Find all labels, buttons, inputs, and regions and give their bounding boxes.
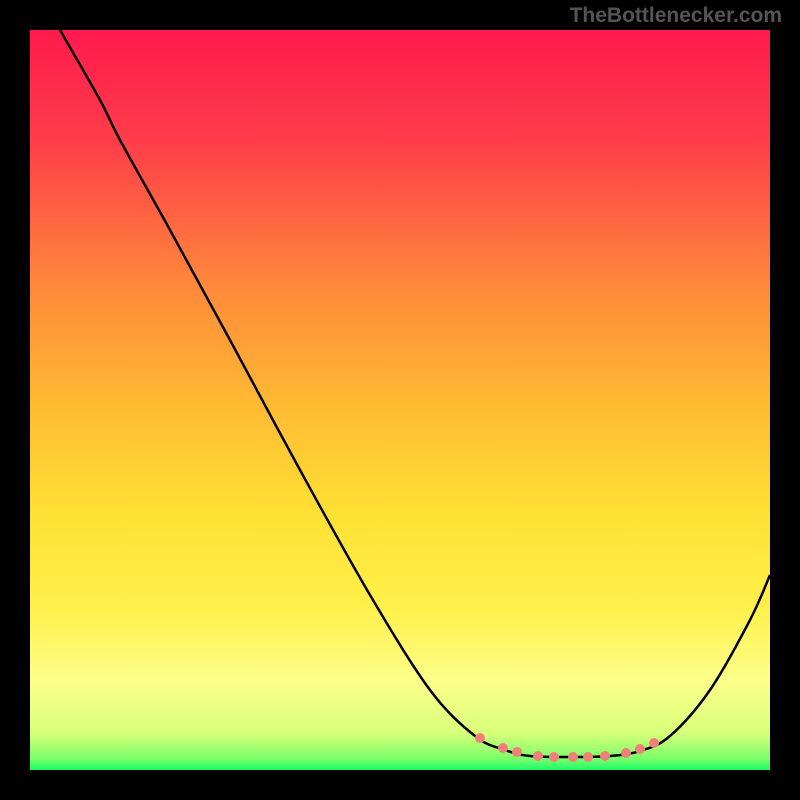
data-marker: [635, 744, 645, 754]
chart-svg: [30, 30, 770, 770]
data-marker: [512, 747, 522, 757]
data-marker: [568, 752, 578, 762]
data-marker: [649, 738, 659, 748]
data-marker: [600, 751, 610, 761]
data-marker: [533, 751, 543, 761]
data-marker: [583, 752, 593, 762]
watermark-text: TheBottlenecker.com: [570, 4, 782, 28]
data-marker: [549, 752, 559, 762]
chart-container: [30, 30, 770, 770]
data-marker: [498, 743, 508, 753]
data-marker: [475, 733, 485, 743]
gradient-background: [30, 30, 770, 770]
data-marker: [621, 748, 631, 758]
